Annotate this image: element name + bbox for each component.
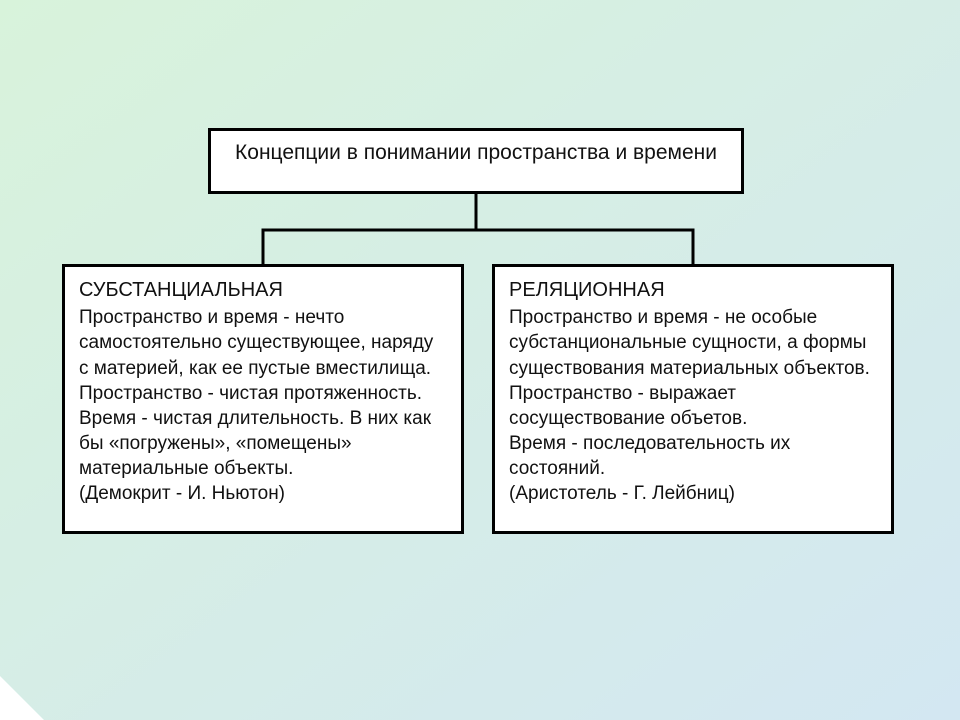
child-right-title: РЕЛЯЦИОННАЯ — [509, 277, 877, 303]
diagram-stage: Концепции в понимании пространства и вре… — [0, 0, 960, 720]
child-right-body: Пространство и время - не особые субстан… — [509, 305, 877, 506]
child-box-right: РЕЛЯЦИОННАЯ Пространство и время - не ос… — [492, 264, 894, 534]
root-title-text: Концепции в понимании пространства и вре… — [235, 141, 717, 164]
child-left-title: СУБСТАНЦИАЛЬНАЯ — [79, 277, 447, 303]
child-box-left: СУБСТАНЦИАЛЬНАЯ Пространство и время - н… — [62, 264, 464, 534]
root-title-box: Концепции в понимании пространства и вре… — [208, 128, 744, 194]
child-left-body: Пространство и время - нечто самостоятел… — [79, 305, 447, 506]
